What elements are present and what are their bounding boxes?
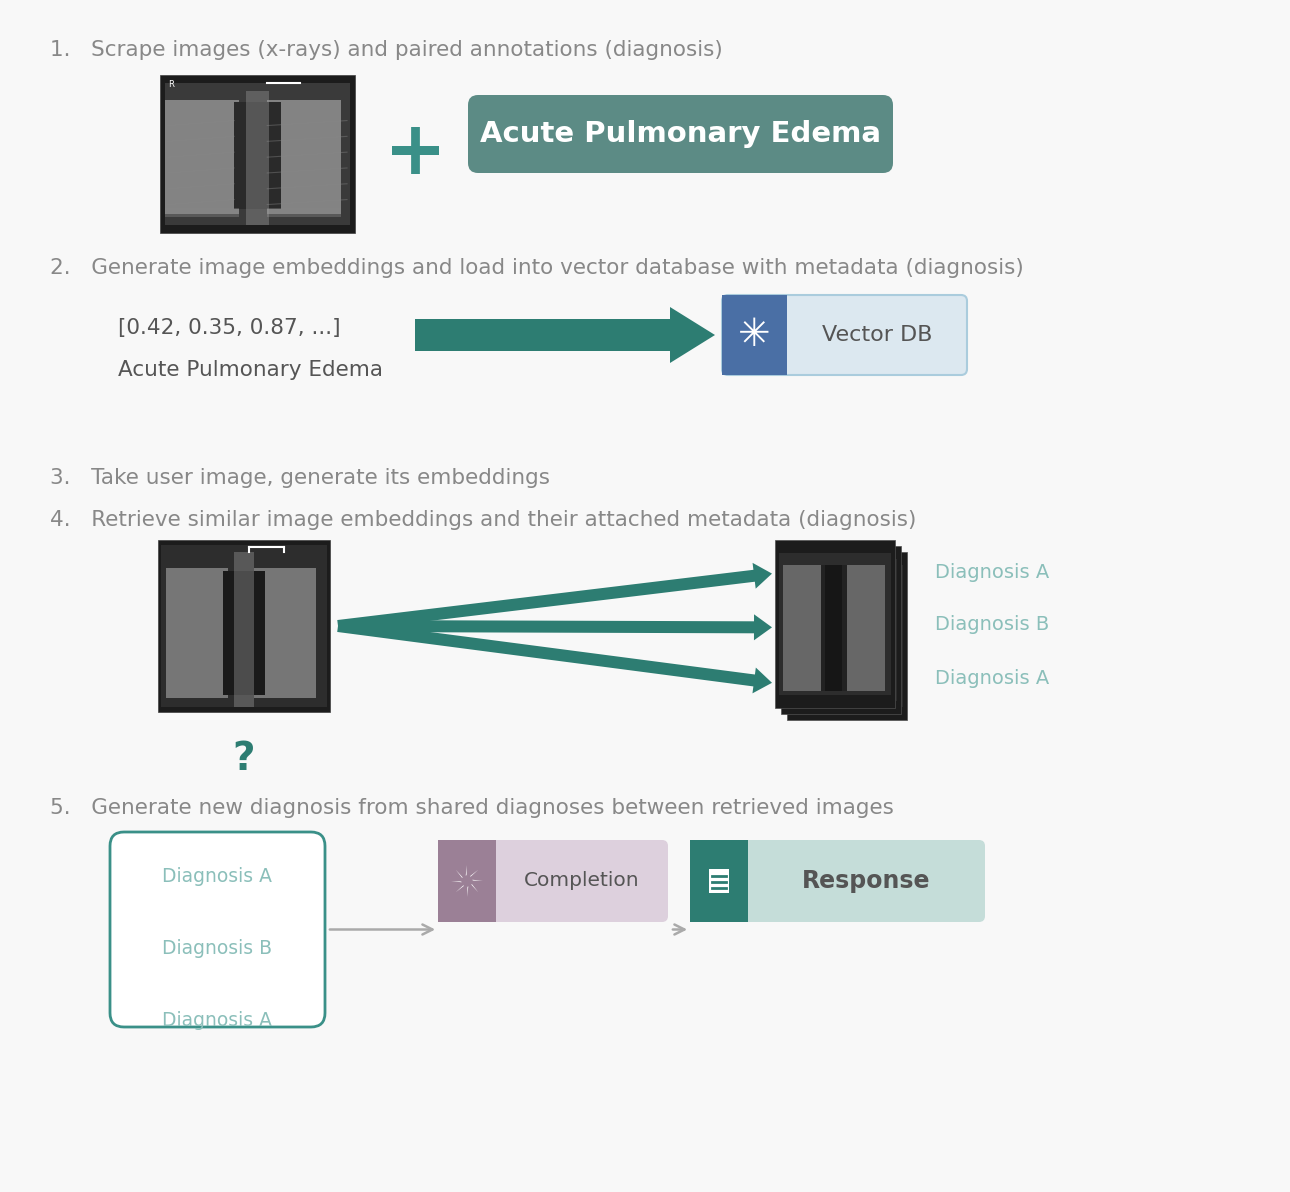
Bar (780, 546, 900, 714)
Text: 5.   Generate new diagnosis from shared diagnoses between retrieved images: 5. Generate new diagnosis from shared di… (50, 797, 894, 818)
Bar (779, 553, 891, 695)
Text: Diagnosis A: Diagnosis A (935, 669, 1049, 688)
Bar (787, 552, 907, 720)
Text: Diagnosis A: Diagnosis A (163, 868, 272, 887)
Text: 4.   Retrieve similar image embeddings and their attached metadata (diagnosis): 4. Retrieve similar image embeddings and… (50, 510, 916, 530)
FancyBboxPatch shape (468, 95, 893, 173)
Bar (849, 571, 891, 697)
FancyBboxPatch shape (439, 840, 668, 921)
Bar (710, 869, 729, 893)
Polygon shape (338, 614, 771, 640)
Bar (165, 100, 239, 215)
Bar (791, 565, 903, 707)
Bar (690, 840, 748, 921)
Bar (161, 545, 326, 707)
Bar (233, 101, 281, 210)
Bar (842, 565, 885, 691)
Bar (223, 571, 264, 695)
Text: Acute Pulmonary Edema: Acute Pulmonary Edema (117, 360, 383, 380)
Polygon shape (415, 308, 715, 364)
Bar (827, 571, 853, 697)
FancyBboxPatch shape (110, 832, 325, 1028)
Bar (165, 83, 350, 225)
Text: 2.   Generate image embeddings and load into vector database with metadata (diag: 2. Generate image embeddings and load in… (50, 257, 1024, 278)
Text: 3.   Take user image, generate its embeddings: 3. Take user image, generate its embeddi… (50, 468, 550, 488)
Polygon shape (337, 620, 771, 694)
Polygon shape (470, 882, 479, 893)
Bar (832, 577, 859, 703)
Text: Acute Pulmonary Edema: Acute Pulmonary Edema (480, 120, 881, 148)
Text: Diagnosis B: Diagnosis B (935, 615, 1049, 634)
Bar (166, 567, 228, 699)
Bar (233, 552, 254, 707)
Bar (267, 100, 342, 215)
Bar (254, 567, 316, 699)
Bar (160, 75, 355, 232)
Text: +: + (383, 118, 446, 191)
Bar (439, 840, 495, 921)
Polygon shape (451, 881, 464, 882)
Text: 1.   Scrape images (x-rays) and paired annotations (diagnosis): 1. Scrape images (x-rays) and paired ann… (50, 41, 722, 60)
Polygon shape (467, 870, 479, 879)
Text: Diagnosis A: Diagnosis A (935, 564, 1049, 583)
Polygon shape (466, 865, 467, 879)
Text: Vector DB: Vector DB (822, 325, 933, 344)
Text: R: R (168, 80, 174, 89)
Bar (789, 571, 831, 697)
Bar (786, 559, 897, 701)
Bar (246, 91, 270, 225)
Polygon shape (470, 880, 482, 881)
Text: ✳: ✳ (738, 316, 771, 354)
Circle shape (448, 862, 486, 900)
Text: [0.42, 0.35, 0.87, ...]: [0.42, 0.35, 0.87, ...] (117, 318, 341, 339)
FancyBboxPatch shape (690, 840, 986, 921)
Bar (854, 577, 898, 703)
Text: Diagnosis A: Diagnosis A (163, 1012, 272, 1031)
Text: Diagnosis B: Diagnosis B (163, 939, 272, 958)
Bar (157, 540, 330, 712)
Polygon shape (337, 563, 771, 632)
Text: Response: Response (802, 869, 931, 893)
Bar (820, 565, 848, 691)
Bar (783, 565, 826, 691)
Polygon shape (455, 870, 464, 881)
Bar (775, 540, 895, 708)
Polygon shape (455, 883, 467, 893)
Bar (795, 577, 837, 703)
Text: ?: ? (232, 740, 255, 778)
Text: Completion: Completion (524, 871, 640, 890)
Polygon shape (467, 883, 468, 898)
FancyBboxPatch shape (722, 294, 968, 375)
Bar (165, 207, 239, 217)
Bar (267, 207, 342, 217)
Bar (722, 294, 787, 375)
Circle shape (462, 876, 472, 886)
